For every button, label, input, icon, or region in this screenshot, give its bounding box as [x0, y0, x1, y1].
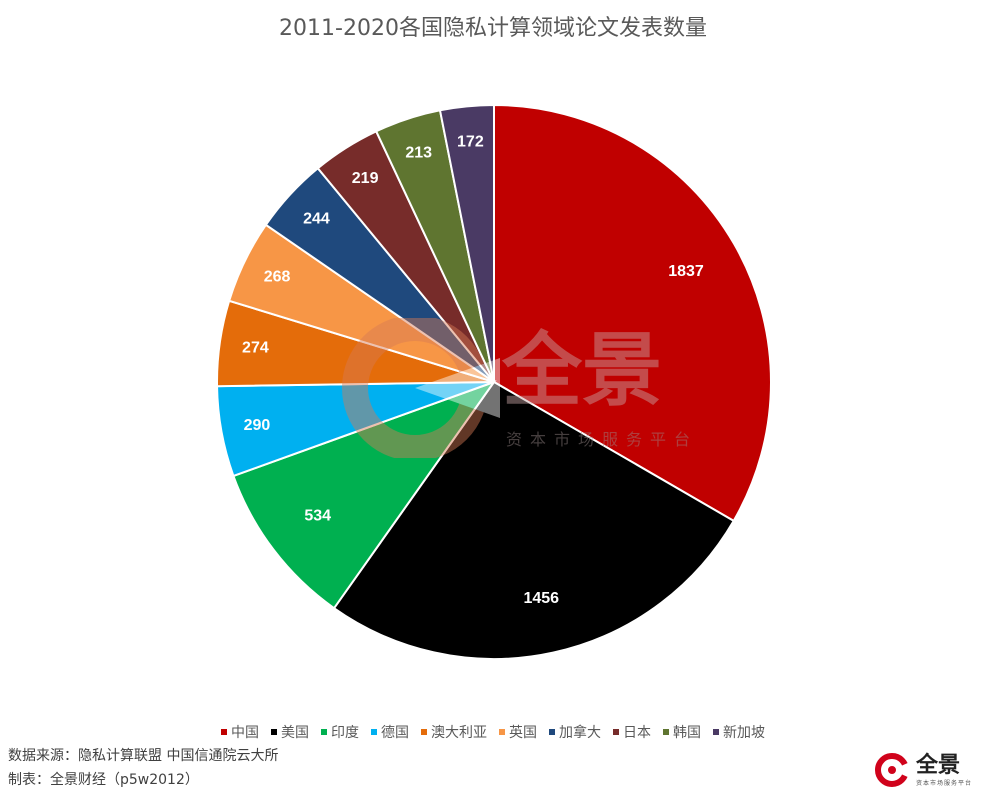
- legend-swatch-6: [549, 729, 555, 735]
- legend-label-3: 德国: [381, 725, 409, 741]
- brand-subtitle: 资本市场服务平台: [915, 779, 972, 787]
- legend-label-2: 印度: [331, 725, 359, 741]
- legend-item-1: 美国: [271, 722, 309, 742]
- chart-maker: 制表：全景财经（p5w2012）: [8, 772, 199, 788]
- legend-swatch-7: [613, 729, 619, 735]
- legend-label-7: 日本: [623, 725, 651, 741]
- legend-item-0: 中国: [221, 722, 259, 742]
- data-label-7: 219: [352, 170, 379, 187]
- legend-swatch-3: [371, 729, 377, 735]
- legend-item-2: 印度: [321, 722, 359, 742]
- data-label-1: 1456: [523, 590, 559, 607]
- p5w-logo-icon: [874, 753, 910, 787]
- legend-item-4: 澳大利亚: [421, 722, 487, 742]
- data-label-0: 1837: [668, 263, 704, 280]
- data-label-3: 290: [244, 417, 271, 434]
- legend-swatch-5: [499, 729, 505, 735]
- brand-logo: 全景 资本市场服务平台: [874, 752, 972, 788]
- legend-item-6: 加拿大: [549, 722, 601, 742]
- pie-slice-2: [232, 379, 497, 610]
- pie-slice-1: [332, 380, 736, 660]
- legend-swatch-4: [421, 729, 427, 735]
- legend-label-5: 英国: [509, 725, 537, 741]
- legend-item-3: 德国: [371, 722, 409, 742]
- chart-title: 2011-2020各国隐私计算领域论文发表数量: [279, 16, 707, 41]
- legend: 中国 美国 印度 德国 澳大利亚 英国 加拿大 日本 韩国 新加坡: [0, 722, 986, 742]
- data-label-6: 244: [303, 211, 330, 228]
- legend-label-9: 新加坡: [723, 725, 765, 741]
- data-label-5: 268: [264, 269, 291, 286]
- legend-swatch-9: [713, 729, 719, 735]
- legend-swatch-2: [321, 729, 327, 735]
- pie-slice-9: [438, 103, 495, 383]
- legend-item-7: 日本: [613, 722, 651, 742]
- legend-label-6: 加拿大: [559, 725, 601, 741]
- legend-label-4: 澳大利亚: [431, 725, 487, 741]
- data-label-9: 172: [457, 134, 484, 151]
- legend-label-0: 中国: [231, 725, 259, 741]
- legend-swatch-8: [663, 729, 669, 735]
- pie-slice-0: [493, 103, 772, 523]
- data-label-2: 534: [304, 508, 331, 525]
- legend-item-9: 新加坡: [713, 722, 765, 742]
- legend-swatch-1: [271, 729, 277, 735]
- legend-item-5: 英国: [499, 722, 537, 742]
- brand-name: 全景: [915, 752, 960, 778]
- data-source: 数据来源：隐私计算联盟 中国信通院云大所: [8, 748, 279, 764]
- legend-label-1: 美国: [281, 725, 309, 741]
- legend-item-8: 韩国: [663, 722, 701, 742]
- data-label-4: 274: [242, 340, 269, 357]
- legend-label-8: 韩国: [673, 725, 701, 741]
- legend-swatch-0: [221, 729, 227, 735]
- data-label-8: 213: [405, 145, 432, 162]
